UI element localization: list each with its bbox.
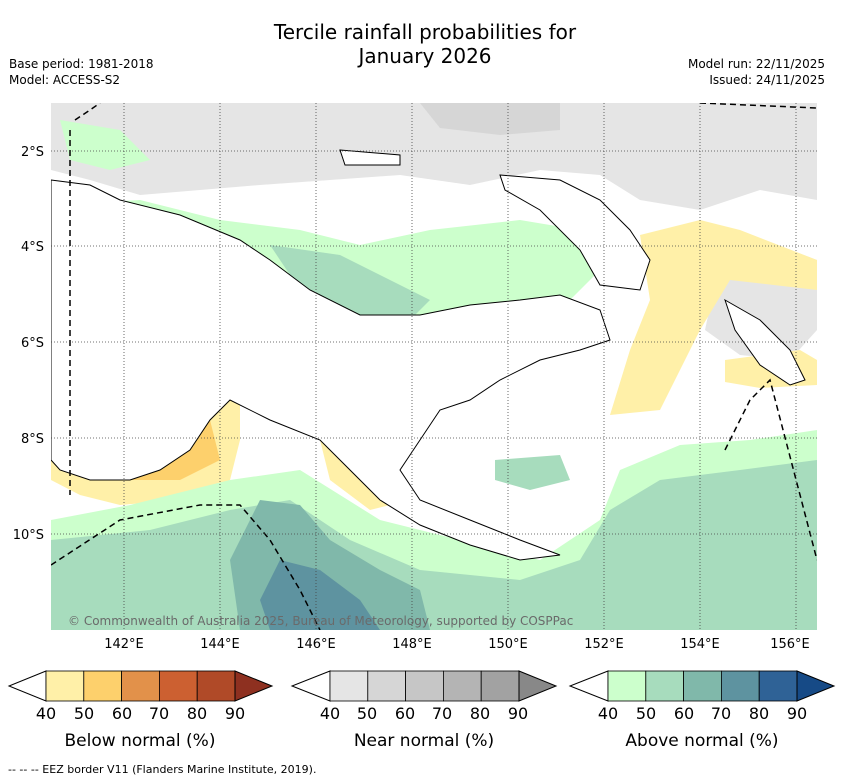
- near-colorbar-segment: [442, 670, 482, 702]
- lat-label: 10°S: [13, 528, 44, 543]
- map-title: Tercile rainfall probabilities for Janua…: [0, 20, 850, 68]
- tick-label: 60: [673, 704, 695, 723]
- above-colorbar-segment: [607, 670, 647, 702]
- model-run: Model run: 22/11/2025: [687, 57, 825, 71]
- tick-label: 80: [748, 704, 770, 723]
- near-colorbar-segment: [480, 670, 520, 702]
- issued-date: Issued: 24/11/2025: [709, 73, 825, 87]
- lon-label: 150°E: [488, 637, 528, 652]
- above-normal-region: [495, 455, 570, 490]
- graticule: [51, 103, 817, 630]
- lon-label: 144°E: [200, 637, 240, 652]
- below-colorbar-high-arrow: [234, 670, 274, 702]
- title-line-1: Tercile rainfall probabilities for: [273, 20, 577, 44]
- near-colorbar-segment: [329, 670, 369, 702]
- lon-label: 142°E: [104, 637, 144, 652]
- below-colorbar-segment: [83, 670, 123, 702]
- eez-footnote: -- -- -- EEZ border V11 (Flanders Marine…: [8, 763, 317, 776]
- near-colorbar-low-arrow: [290, 670, 331, 702]
- tick-label: 40: [597, 704, 619, 723]
- lat-label: 8°S: [21, 432, 44, 447]
- below-normal-region: [610, 220, 817, 415]
- above-colorbar-segment: [683, 670, 722, 702]
- lon-label: 154°E: [680, 637, 720, 652]
- tick-label: 90: [786, 704, 808, 723]
- near-normal-region: [51, 103, 817, 210]
- model-info: Base period: 1981-2018 Model: ACCESS-S2: [9, 56, 154, 88]
- tick-label: 60: [111, 704, 133, 723]
- run-info: Model run: 22/11/2025 Issued: 24/11/2025: [688, 56, 825, 88]
- tick-label: 40: [35, 704, 57, 723]
- copyright-notice: © Commonwealth of Australia 2025, Bureau…: [68, 614, 574, 628]
- tick-label: 50: [356, 704, 378, 723]
- tick-label: 80: [469, 704, 491, 723]
- land-outline: [51, 149, 806, 561]
- above-colorbar-segment: [721, 670, 760, 702]
- below-colorbar-segment: [45, 670, 85, 702]
- near-colorbar-segment: [367, 670, 406, 702]
- above-normal-region: [270, 245, 430, 320]
- tick-label: 60: [394, 704, 416, 723]
- map-area: [51, 103, 817, 630]
- lon-label: 152°E: [584, 637, 624, 652]
- tick-label: 70: [431, 704, 453, 723]
- near-normal-region: [420, 103, 560, 135]
- base-period: Base period: 1981-2018: [9, 57, 154, 71]
- lon-label: 156°E: [770, 637, 810, 652]
- tick-label: 90: [507, 704, 529, 723]
- tick-label: 50: [635, 704, 657, 723]
- below-colorbar-segment: [121, 670, 160, 702]
- tick-label: 70: [710, 704, 732, 723]
- near-normal-label: Near normal (%): [353, 731, 495, 751]
- longitude-labels: 142°E 144°E 146°E 148°E 150°E 152°E 154°…: [104, 637, 810, 652]
- near-colorbar-high-arrow: [518, 670, 558, 702]
- tick-label: 90: [224, 704, 246, 723]
- below-colorbar-segment: [158, 670, 198, 702]
- above-colorbar-low-arrow: [568, 670, 609, 702]
- near-colorbar-segment: [405, 670, 444, 702]
- lat-label: 6°S: [21, 336, 44, 351]
- above-colorbar-high-arrow: [796, 670, 836, 702]
- above-colorbar-segment: [645, 670, 684, 702]
- tick-label: 50: [73, 704, 95, 723]
- colorbars: [7, 670, 836, 702]
- above-normal-region: [260, 560, 380, 630]
- below-normal-label: Below normal (%): [64, 731, 216, 751]
- tick-label: 40: [319, 704, 341, 723]
- latitude-labels: 2°S 4°S 6°S 8°S 10°S: [13, 145, 44, 543]
- above-normal-region: [60, 120, 150, 170]
- model-name: Model: ACCESS-S2: [9, 73, 121, 87]
- title-line-2: January 2026: [358, 44, 492, 68]
- above-normal-label: Above normal (%): [625, 731, 779, 751]
- lat-label: 2°S: [21, 145, 44, 160]
- lat-label: 4°S: [21, 240, 44, 255]
- lon-label: 148°E: [392, 637, 432, 652]
- eez-border: [51, 103, 817, 630]
- tick-label: 70: [148, 704, 170, 723]
- below-colorbar-low-arrow: [7, 670, 47, 702]
- below-colorbar-segment: [196, 670, 236, 702]
- above-colorbar-segment: [758, 670, 798, 702]
- lon-label: 146°E: [296, 637, 336, 652]
- tick-label: 80: [186, 704, 208, 723]
